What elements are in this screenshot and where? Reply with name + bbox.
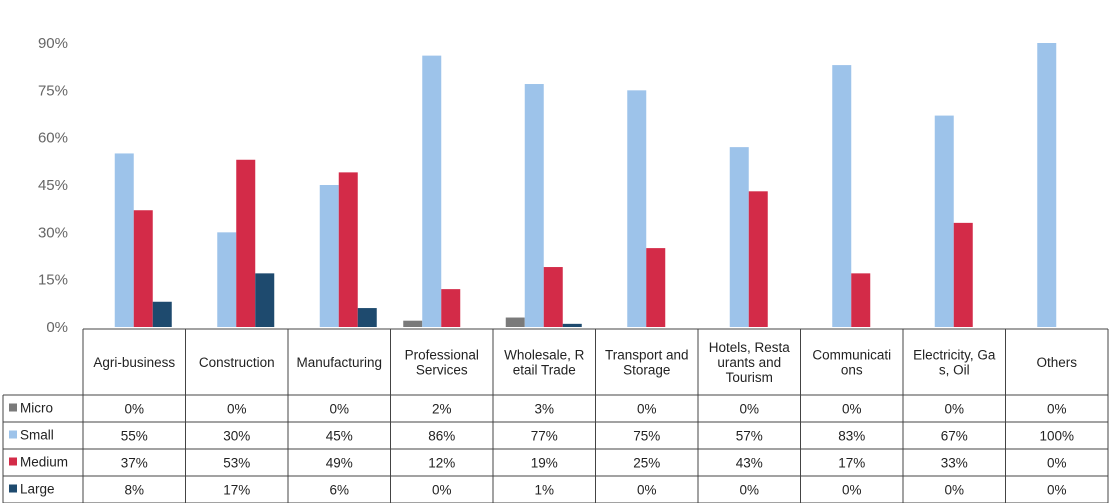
data-label-small: 67% [941,429,968,444]
category-label: Agri-business [93,355,175,370]
data-label-large: 6% [329,483,349,498]
data-label-micro: 0% [944,402,964,417]
data-label-large: 1% [534,483,554,498]
data-label-large: 0% [842,483,862,498]
bar-micro-4 [505,317,525,327]
data-label-medium: 43% [736,456,763,471]
legend-label-large: Large [20,482,55,497]
bar-small-5 [627,90,647,327]
legend-swatch-large [9,484,17,493]
category-label: Communicati ons [812,348,891,378]
data-label-small: 100% [1039,429,1074,444]
bar-medium-1 [236,159,256,327]
data-label-medium: 49% [326,456,353,471]
category-label: Hotels, Resta urants and Tourism [709,340,791,385]
bar-medium-7 [851,273,871,327]
bar-micro-3 [403,320,423,327]
bar-small-9 [1037,43,1057,327]
bar-medium-3 [441,289,461,327]
category-label: Others [1036,355,1077,370]
data-label-large: 0% [432,483,452,498]
bar-small-2 [319,185,339,327]
data-label-medium: 19% [531,456,558,471]
data-label-medium: 12% [428,456,455,471]
legend-swatch-micro [9,403,17,412]
bar-small-0 [114,153,134,327]
data-label-small: 75% [633,429,660,444]
bar-large-2 [357,308,377,327]
bar-medium-2 [338,172,358,327]
data-label-small: 77% [531,429,558,444]
data-label-small: 57% [736,429,763,444]
y-tick-label: 75% [38,82,68,99]
bar-medium-4 [543,267,563,327]
data-label-micro: 0% [637,402,657,417]
category-label: Transport and Storage [605,348,689,378]
y-axis: 0% 15% 30% 45% 60% 75% 90% [38,35,68,336]
data-label-medium: 53% [223,456,250,471]
data-label-medium: 33% [941,456,968,471]
category-label: Professional Services [405,348,479,378]
bar-small-8 [934,115,954,327]
legend-swatch-small [9,430,17,439]
bar-medium-6 [748,191,768,327]
bar-medium-5 [646,248,666,327]
data-label-large: 0% [1047,483,1067,498]
data-label-medium: 25% [633,456,660,471]
y-tick-label: 30% [38,224,68,241]
legend-label-micro: Micro [20,401,53,416]
data-label-micro: 3% [534,402,554,417]
data-label-small: 45% [326,429,353,444]
data-label-large: 0% [637,483,657,498]
data-label-medium: 17% [838,456,865,471]
data-table: Agri-business Construction Manufacturing Pr… [2,328,1109,503]
bar-small-3 [422,55,442,327]
data-label-micro: 0% [227,402,247,417]
bar-large-1 [255,273,275,327]
y-tick-label: 45% [38,177,68,194]
data-label-large: 0% [944,483,964,498]
bars [114,43,1057,328]
bar-medium-0 [133,210,153,327]
legend-label-small: Small [20,428,54,443]
category-label: Electricity, Ga s, Oil [913,348,996,378]
data-label-large: 17% [223,483,250,498]
data-label-large: 8% [124,483,144,498]
bar-small-4 [524,84,544,328]
data-label-small: 86% [428,429,455,444]
bar-small-7 [832,65,852,327]
y-tick-label: 90% [38,35,68,52]
data-label-micro: 0% [1047,402,1067,417]
bar-large-4 [562,323,582,327]
data-label-large: 0% [739,483,759,498]
data-label-small: 30% [223,429,250,444]
bar-small-1 [217,232,237,327]
data-label-medium: 37% [121,456,148,471]
data-label-micro: 2% [432,402,452,417]
data-label-micro: 0% [124,402,144,417]
data-label-medium: 0% [1047,456,1067,471]
data-label-small: 83% [838,429,865,444]
y-tick-label: 60% [38,130,68,147]
data-label-micro: 0% [329,402,349,417]
bar-large-0 [152,301,172,327]
bar-small-6 [729,147,749,327]
y-tick-label: 15% [38,272,68,289]
category-label: Construction [199,355,275,370]
data-label-small: 55% [121,429,148,444]
data-label-micro: 0% [739,402,759,417]
data-label-micro: 0% [842,402,862,417]
bar-medium-8 [953,222,973,327]
y-tick-label: 0% [46,319,68,336]
category-label: Manufacturing [296,355,382,370]
legend-swatch-medium [9,457,17,466]
legend-label-medium: Medium [20,455,68,470]
